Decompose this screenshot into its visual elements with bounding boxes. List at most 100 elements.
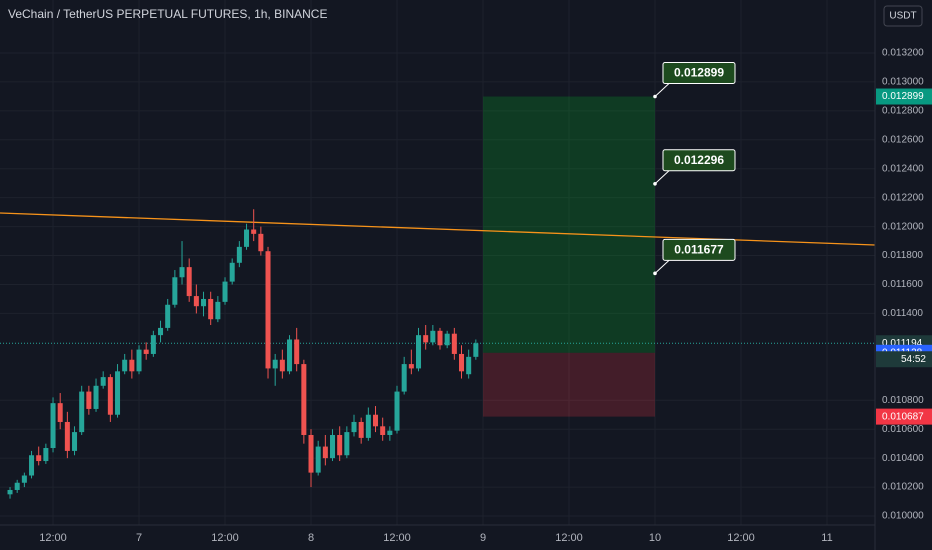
- note-pointer: [654, 170, 670, 185]
- price-label-bg: [876, 408, 932, 425]
- x-tick-label: 12:00: [727, 532, 755, 544]
- note-anchor: [653, 271, 657, 276]
- candle-body: [122, 359, 128, 372]
- x-tick-label: 12:00: [211, 532, 239, 544]
- axes: 0.013200 0.013000 0.012800 0.012600 0.012400…: [39, 48, 932, 544]
- note-box[interactable]: [662, 62, 736, 85]
- y-tick-label: 0.010200: [882, 482, 924, 493]
- candle-body: [215, 301, 221, 320]
- candle-body: [179, 267, 185, 278]
- candle-body: [458, 353, 465, 372]
- x-tick-label: 10: [649, 532, 661, 544]
- y-tick-label: 0.010800: [882, 395, 924, 406]
- candle-body: [437, 330, 443, 346]
- countdown: 54:52: [901, 354, 926, 365]
- y-tick-label: 0.010600: [882, 424, 924, 435]
- candle-body: [208, 298, 214, 320]
- candle-body: [193, 296, 199, 307]
- candle-body: [7, 489, 13, 495]
- y-tick-label: 0.012800: [882, 105, 924, 116]
- x-tick-label: 8: [308, 532, 314, 544]
- candle-body: [401, 364, 407, 392]
- candle-body: [430, 330, 436, 343]
- candle-body: [322, 446, 328, 459]
- y-tick-label: 0.010400: [882, 453, 924, 464]
- candle-body: [186, 267, 192, 297]
- candle-body: [294, 339, 300, 365]
- note-anchor: [653, 94, 657, 99]
- note-box[interactable]: [662, 238, 736, 261]
- candle-body: [50, 403, 56, 449]
- candle-body: [279, 359, 285, 372]
- candle-body: [265, 251, 271, 369]
- candle-body: [43, 448, 49, 462]
- candle-body: [365, 414, 371, 438]
- note-text: 0.011677: [674, 243, 724, 257]
- candle-body: [272, 359, 278, 369]
- note-pointer: [654, 259, 670, 274]
- chart-title: VeChain / TetherUS PERPETUAL FUTURES, 1h…: [8, 7, 327, 21]
- candle-body: [444, 333, 450, 346]
- y-tick-label: 0.012400: [882, 163, 924, 174]
- grid: [0, 0, 875, 525]
- candle-body: [387, 430, 393, 435]
- note-anchor: [653, 181, 657, 186]
- price-label: 0.011194: [882, 338, 923, 349]
- price-label: 0.012899: [882, 91, 924, 102]
- candle-body: [373, 414, 379, 427]
- y-tick-label: 0.010000: [882, 511, 924, 522]
- candle-body: [107, 377, 113, 415]
- y-tick-label: 0.012200: [882, 192, 924, 203]
- x-tick-label: 11: [821, 532, 832, 544]
- candle-body: [287, 339, 293, 372]
- candle-body: [423, 335, 429, 343]
- candle-body: [136, 349, 142, 372]
- note-pointer: [654, 83, 670, 97]
- candle-body: [315, 446, 321, 473]
- candle-body: [57, 403, 63, 422]
- candle-body: [72, 432, 78, 451]
- x-tick-label: 12:00: [39, 532, 67, 544]
- candle-body: [229, 262, 235, 282]
- candle-body: [408, 364, 414, 369]
- y-tick-label: 0.012000: [882, 221, 924, 232]
- candle-body: [337, 434, 343, 456]
- candle-body: [21, 475, 27, 483]
- candle-body: [258, 233, 264, 252]
- candle-body: [79, 391, 85, 433]
- candle-body: [308, 434, 314, 473]
- profit-zone: [483, 96, 655, 353]
- price-label: 0.010687: [882, 411, 924, 422]
- y-tick-label: 0.011400: [882, 308, 923, 319]
- x-tick-label: 12:00: [555, 532, 583, 544]
- currency-label: USDT: [889, 11, 916, 22]
- candle-body: [301, 364, 307, 435]
- candle-body: [158, 327, 164, 336]
- candle-body: [330, 434, 336, 459]
- candle-body: [351, 421, 357, 433]
- candle-body: [14, 482, 20, 490]
- candle-body: [451, 333, 457, 354]
- plot-area: 0.012899 0.012296 0.011677: [0, 62, 876, 499]
- candle-body: [344, 432, 350, 456]
- candle-body: [150, 335, 156, 354]
- note-box[interactable]: [662, 149, 736, 172]
- candle-body: [29, 455, 35, 476]
- candle-body: [394, 391, 400, 431]
- candle-body: [143, 349, 149, 354]
- price-label-bg: [876, 88, 932, 105]
- candle-body: [100, 377, 106, 386]
- y-tick-label: 0.013000: [882, 77, 924, 88]
- candle-body: [358, 421, 364, 438]
- currency-badge[interactable]: [883, 5, 923, 27]
- candle-body: [172, 277, 178, 305]
- candle-body: [93, 385, 99, 409]
- candle-body: [222, 281, 228, 302]
- candle-body: [380, 426, 386, 435]
- x-tick-label: 7: [136, 532, 142, 544]
- note-text: 0.012296: [674, 153, 724, 167]
- candle-body: [165, 304, 171, 328]
- candle-body: [473, 343, 479, 357]
